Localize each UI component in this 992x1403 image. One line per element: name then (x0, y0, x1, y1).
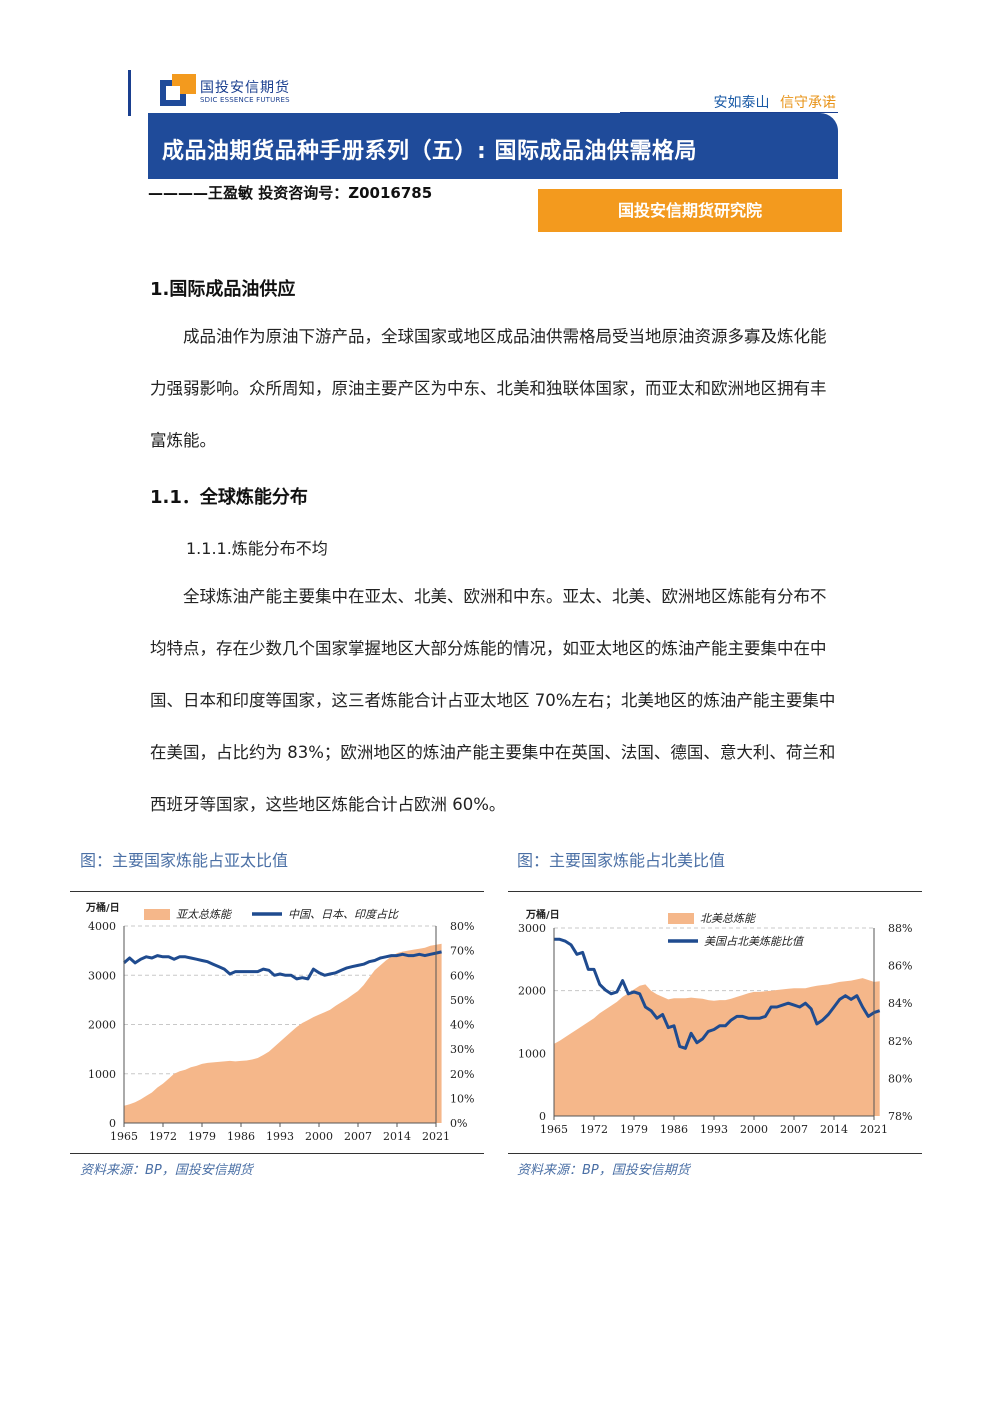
y2-tick-label: 10% (450, 1092, 474, 1105)
right-figure-source: 资料来源：BP，国投安信期货 (517, 1163, 690, 1178)
line-series (123, 950, 442, 981)
y-tick-label: 1000 (518, 1047, 546, 1060)
x-tick-label: 1972 (149, 1130, 177, 1143)
x-tick-label: 2000 (740, 1123, 768, 1136)
header-accent-bar (128, 70, 131, 116)
x-tick-label: 2007 (780, 1123, 808, 1136)
left-figure-caption: 图：主要国家炼能占亚太比值 (80, 851, 289, 870)
legend-label: 北美总炼能 (700, 912, 757, 925)
institute-name: 国投安信期货研究院 (617, 201, 762, 220)
y-tick-label: 0 (109, 1117, 116, 1130)
area-series (554, 978, 880, 1116)
x-tick-label: 1986 (660, 1123, 688, 1136)
legend-label: 美国占北美炼能比值 (704, 935, 805, 948)
legend-swatch (668, 913, 694, 924)
x-tick-label: 2021 (422, 1130, 450, 1143)
legend-swatch (144, 909, 170, 920)
y2-tick-label: 86% (888, 960, 912, 973)
y-tick-label: 1000 (88, 1068, 116, 1081)
x-tick-label: 1993 (700, 1123, 728, 1136)
legend-label: 亚太总炼能 (176, 908, 233, 921)
y-tick-label: 2000 (518, 985, 546, 998)
subsection-heading-1-1-1: 1.1.1.炼能分布不均 (186, 539, 328, 558)
section-heading-1-1: 1.1．全球炼能分布 (150, 487, 308, 508)
y2-tick-label: 82% (888, 1035, 912, 1048)
slogan: 安如泰山 信守承诺 (714, 92, 836, 112)
document-title: 成品油期货品种手册系列（五）: 国际成品油供需格局 (162, 139, 697, 164)
x-tick-label: 1965 (540, 1123, 568, 1136)
institute-badge (538, 189, 842, 232)
x-tick-label: 1965 (110, 1130, 138, 1143)
y-unit-label: 万桶/日 (85, 901, 120, 914)
x-tick-label: 1986 (227, 1130, 255, 1143)
right-figure-caption: 图：主要国家炼能占北美比值 (517, 851, 726, 870)
y2-tick-label: 30% (450, 1043, 474, 1056)
y-tick-label: 3000 (88, 969, 116, 982)
y2-tick-label: 60% (450, 969, 474, 982)
author-line: ————王盈敏 投资咨询号：Z0016785 (148, 184, 433, 202)
right-figure-bottom-rule (508, 1153, 922, 1154)
x-tick-label: 1993 (266, 1130, 294, 1143)
y2-tick-label: 78% (888, 1110, 912, 1123)
section-heading-1: 1.国际成品油供应 (150, 279, 296, 300)
area-series (124, 943, 442, 1123)
section-1-paragraph: 成品油作为原油下游产品，全球国家或地区成品油供需格局受当地原油资源多寡及炼化能力… (150, 327, 827, 450)
x-tick-label: 1972 (580, 1123, 608, 1136)
logo-text-cn: 国投安信期货 (200, 80, 290, 96)
y-tick-label: 3000 (518, 922, 546, 935)
left-figure-source: 资料来源：BP，国投安信期货 (80, 1163, 253, 1178)
x-tick-label: 1979 (188, 1130, 216, 1143)
y-tick-label: 4000 (88, 920, 116, 933)
y2-tick-label: 20% (450, 1068, 474, 1081)
y2-tick-label: 0% (450, 1117, 467, 1130)
north-america-capacity-chart: 0 1000 2000 3000 78% 80% 82% 84% 86% 88% 1965 1972 1… (518, 908, 912, 1136)
x-tick-label: 2007 (344, 1130, 372, 1143)
legend-label: 中国、日本、印度占比 (288, 908, 399, 921)
company-logo-icon (160, 74, 196, 106)
header-divider (620, 112, 838, 113)
y2-tick-label: 80% (450, 920, 474, 933)
logo-text-en: SDIC ESSENCE FUTURES (200, 96, 290, 104)
section-1-1-paragraph: 全球炼油产能主要集中在亚太、北美、欧洲和中东。亚太、北美、欧洲地区炼能有分布不均… (150, 587, 836, 814)
x-tick-label: 2014 (820, 1123, 848, 1136)
line-series (554, 937, 881, 1050)
y-tick-label: 0 (539, 1110, 546, 1123)
y2-tick-label: 80% (888, 1072, 912, 1085)
y2-tick-label: 88% (888, 922, 912, 935)
title-banner (148, 113, 838, 179)
y2-tick-label: 70% (450, 945, 474, 958)
x-tick-label: 2014 (383, 1130, 411, 1143)
y-unit-label: 万桶/日 (525, 908, 560, 921)
x-tick-label: 2021 (860, 1123, 888, 1136)
left-figure-bottom-rule (70, 1153, 484, 1154)
y2-tick-label: 50% (450, 994, 474, 1007)
slogan-part-b: 信守承诺 (780, 95, 836, 111)
left-figure-top-rule (70, 891, 484, 892)
x-tick-label: 1979 (620, 1123, 648, 1136)
asia-pacific-capacity-chart: 0 1000 2000 3000 4000 0% 10% 20% 30% 40% 50% 60% 70%… (85, 901, 474, 1143)
y2-tick-label: 40% (450, 1019, 474, 1032)
x-tick-label: 2000 (305, 1130, 333, 1143)
y-tick-label: 2000 (88, 1019, 116, 1032)
y2-tick-label: 84% (888, 997, 912, 1010)
right-figure-top-rule (508, 891, 922, 892)
slogan-part-a: 安如泰山 (713, 95, 770, 111)
